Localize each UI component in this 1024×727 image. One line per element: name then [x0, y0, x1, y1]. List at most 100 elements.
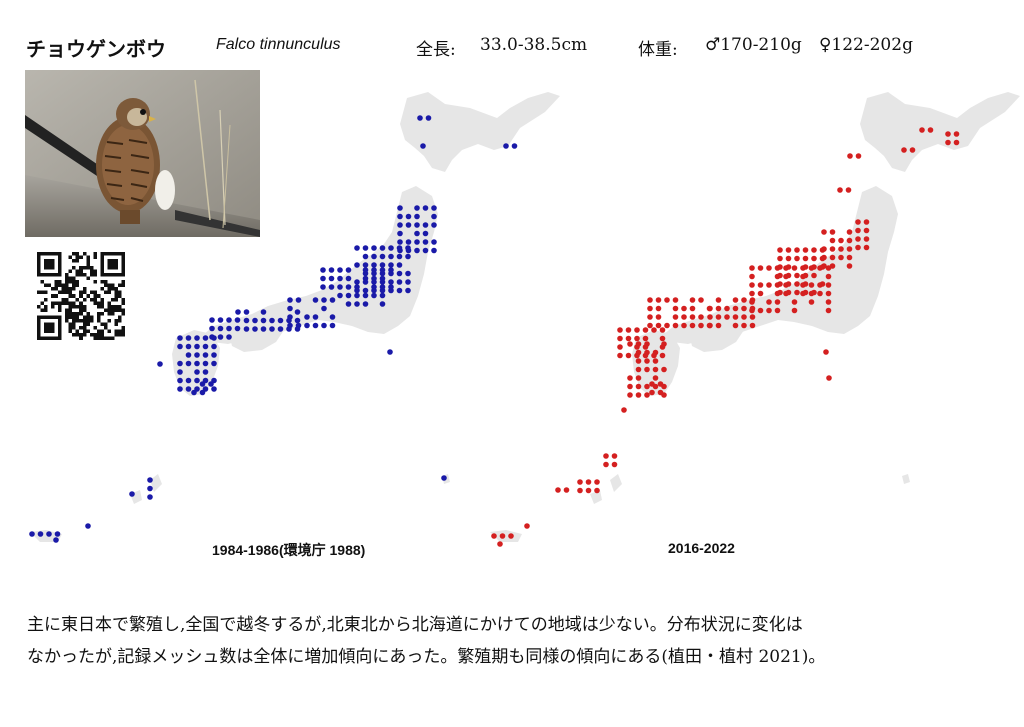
occurrence-dot [749, 273, 755, 280]
land-shape [664, 186, 898, 344]
occurrence-dot [634, 327, 640, 333]
occurrence-dot [749, 305, 756, 312]
land-shape [490, 530, 522, 542]
occurrence-dot [202, 343, 209, 350]
occurrence-dot [328, 284, 335, 290]
occurrence-dot [621, 407, 627, 413]
occurrence-dot [846, 263, 853, 269]
occurrence-dot [396, 270, 403, 277]
occurrence-dot [635, 358, 642, 364]
occurrence-dot [287, 305, 293, 312]
occurrence-dot [431, 205, 437, 211]
occurrence-dot [337, 284, 343, 290]
occurrence-dot [388, 245, 394, 251]
occurrence-dot [642, 335, 649, 342]
occurrence-dot [185, 343, 192, 350]
occurrence-dot [794, 255, 800, 262]
occurrence-dot [829, 237, 836, 244]
occurrence-dot [37, 531, 44, 537]
occurrence-dot [371, 253, 377, 260]
qr-code[interactable] [36, 252, 126, 340]
land-shape [228, 324, 284, 352]
occurrence-dot [362, 301, 369, 307]
occurrence-dot [379, 267, 386, 273]
occurrence-dot [855, 244, 861, 251]
occurrence-dot [664, 322, 670, 329]
occurrence-dot [845, 187, 852, 193]
occurrence-dot [354, 301, 360, 307]
occurrence-dot [791, 265, 798, 271]
occurrence-dot [211, 386, 217, 392]
occurrence-dot [431, 213, 437, 220]
occurrence-dot [53, 537, 59, 543]
occurrence-dot [635, 383, 642, 390]
occurrence-dot [625, 335, 632, 342]
occurrence-dot [919, 127, 925, 133]
occurrence-dot [563, 487, 570, 493]
occurrence-dot [838, 246, 844, 252]
occurrence-dot [320, 284, 326, 290]
occurrence-dot [706, 305, 713, 312]
occurrence-dot [783, 273, 789, 280]
occurrence-dot [617, 344, 623, 350]
occurrence-dot [829, 254, 836, 261]
occurrence-dot [611, 461, 618, 468]
occurrence-dot [354, 279, 360, 285]
occurrence-dot [901, 147, 907, 153]
occurrence-dot [627, 341, 633, 347]
occurrence-dot [405, 239, 412, 245]
occurrence-dot [287, 297, 293, 303]
occurrence-dot [642, 327, 649, 333]
occurrence-dot [953, 139, 960, 146]
occurrence-dot [260, 317, 267, 324]
occurrence-dot [909, 147, 916, 153]
occurrence-dot [634, 335, 640, 342]
occurrence-dot [321, 322, 327, 329]
occurrence-dot [422, 230, 429, 237]
occurrence-dot [379, 253, 386, 260]
occurrence-dot [855, 153, 862, 159]
occurrence-dot [627, 375, 633, 381]
occurrence-dot [371, 262, 377, 268]
description-line-1: 主に東日本で繁殖し,全国で越冬するが,北東北から北海道にかけての地域は少ない。分… [27, 615, 803, 635]
occurrence-dot [431, 222, 437, 228]
occurrence-dot [825, 273, 832, 280]
occurrence-dot [277, 317, 284, 324]
occurrence-dot [800, 282, 806, 288]
occurrence-dot [177, 343, 183, 350]
occurrence-dot [826, 375, 832, 381]
occurrence-dot [260, 309, 267, 315]
occurrence-dot [499, 533, 506, 539]
occurrence-dot [312, 314, 319, 320]
occurrence-dot [217, 325, 224, 332]
occurrence-dot [388, 284, 394, 290]
occurrence-dot [766, 265, 772, 271]
occurrence-dot [655, 314, 662, 320]
occurrence-dot [811, 272, 817, 279]
occurrence-dot [652, 375, 659, 381]
occurrence-dot [689, 297, 696, 303]
occurrence-dot [379, 275, 386, 282]
occurrence-dot [829, 229, 836, 235]
occurrence-dot [635, 366, 642, 373]
occurrence-dot [387, 349, 393, 355]
occurrence-dot [794, 272, 800, 279]
occurrence-dot [777, 247, 783, 253]
occurrence-dot [185, 386, 192, 392]
occurrence-dot [585, 487, 592, 494]
species-name-scientific: Falco tinnunculus [216, 36, 341, 53]
occurrence-dot [243, 326, 250, 332]
occurrence-dot [199, 381, 206, 387]
occurrence-dot [749, 322, 756, 329]
occurrence-dot [371, 284, 377, 290]
occurrence-dot [652, 366, 659, 373]
occurrence-dot [362, 245, 369, 251]
occurrence-dot [585, 479, 592, 485]
occurrence-dot [354, 245, 360, 251]
occurrence-dot [808, 299, 815, 305]
occurrence-dot [681, 314, 687, 320]
occurrence-dot [202, 335, 209, 341]
occurrence-dot [321, 297, 327, 303]
occurrence-dot [312, 322, 319, 329]
occurrence-dot [185, 335, 192, 341]
